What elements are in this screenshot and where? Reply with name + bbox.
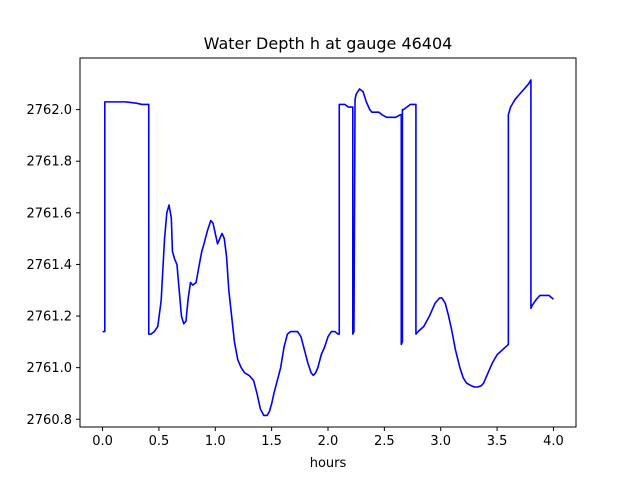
x-tick-label: 3.5 xyxy=(487,434,508,449)
axes-frame xyxy=(79,57,577,428)
x-axis-ticks: 0.0 0.5 1.0 1.5 2.0 2.5 3.0 3.5 4.0 xyxy=(92,427,564,449)
y-tick-label: 2761.0 xyxy=(27,361,73,376)
x-tick-label: 1.5 xyxy=(261,434,282,449)
x-tick-label: 1.0 xyxy=(205,434,226,449)
y-tick-label: 2761.4 xyxy=(27,258,73,273)
y-tick-label: 2762.0 xyxy=(27,103,73,118)
x-tick-label: 4.0 xyxy=(543,434,564,449)
x-axis-label: hours xyxy=(310,456,347,471)
y-axis-ticks: 2760.8 2761.0 2761.2 2761.4 2761.6 2761.8 2762… xyxy=(27,103,80,428)
y-tick-label: 2760.8 xyxy=(27,413,73,428)
series-line-0 xyxy=(102,79,554,417)
x-tick-label: 2.0 xyxy=(318,434,339,449)
y-tick-label: 2761.2 xyxy=(27,310,73,325)
plot-area xyxy=(102,79,554,417)
x-tick-label: 2.5 xyxy=(374,434,395,449)
y-tick-label: 2761.6 xyxy=(27,206,73,221)
x-tick-label: 3.0 xyxy=(430,434,451,449)
x-tick-label: 0.5 xyxy=(149,434,170,449)
x-tick-label: 0.0 xyxy=(92,434,113,449)
chart-title: Water Depth h at gauge 46404 xyxy=(204,34,453,53)
y-tick-label: 2761.8 xyxy=(27,155,73,170)
